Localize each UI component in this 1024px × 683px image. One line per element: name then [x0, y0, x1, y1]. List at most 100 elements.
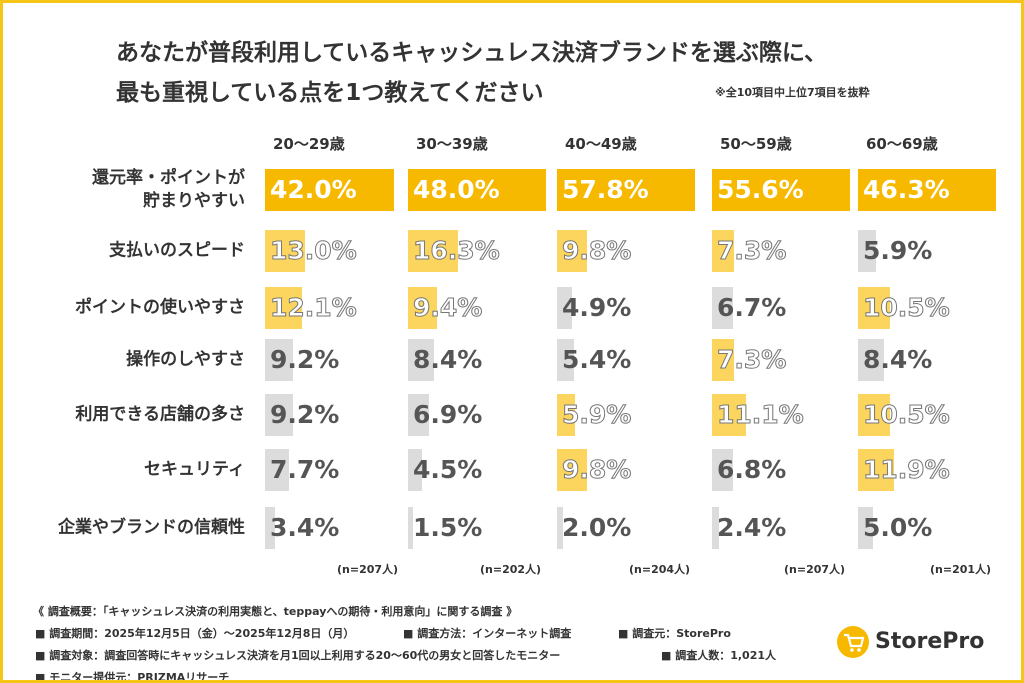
footer-item: ■ モニター提供元：PRIZMAリサーチ: [35, 671, 230, 683]
value-label: 5.9%: [561, 400, 632, 430]
cell: 2.4%: [712, 507, 850, 549]
cell: 5.0%: [858, 507, 996, 549]
value-label: 11.9%: [863, 455, 951, 485]
value-label: 10.5%: [863, 400, 951, 430]
column-header: 20〜29歳: [273, 135, 345, 153]
bar: [265, 394, 294, 436]
value-label: 48.0%: [413, 175, 500, 204]
bar: [858, 169, 996, 211]
bar: [712, 169, 850, 211]
cell: 16.3%: [408, 230, 546, 272]
bar: [265, 507, 276, 549]
value-label: 8.4%: [863, 345, 933, 374]
value-label: 6.8%: [717, 455, 787, 484]
bar: [712, 507, 720, 549]
cell: 8.4%: [408, 339, 546, 381]
bar: [408, 449, 422, 491]
footer-item: ■ 調査対象：調査回答時にキャッシュレス決済を月1回以上利用する20〜60代の男…: [35, 649, 561, 662]
value-label: 13.0%: [270, 236, 358, 266]
bar: [858, 230, 877, 272]
sample-size: (n=201人): [930, 563, 992, 576]
cell: 57.8%: [557, 169, 695, 211]
bar: [265, 230, 305, 272]
cell: 46.3%: [858, 169, 996, 211]
cell: 7.3%: [712, 339, 850, 381]
value-label: 9.2%: [270, 400, 340, 429]
cell: 5.9%: [858, 230, 996, 272]
bar: [712, 230, 735, 272]
bar: [557, 507, 564, 549]
bar: [712, 449, 733, 491]
cell: 10.5%: [858, 287, 996, 329]
sample-size: (n=207人): [784, 563, 846, 576]
bar: [408, 287, 437, 329]
bar: [712, 339, 735, 381]
value-label: 55.6%: [717, 175, 804, 204]
bar: [265, 287, 303, 329]
value-label: 12.1%: [270, 293, 358, 323]
cell: 8.4%: [858, 339, 996, 381]
cell: 7.3%: [712, 230, 850, 272]
value-label: 7.3%: [716, 236, 787, 266]
cell: 55.6%: [712, 169, 850, 211]
cell: 42.0%: [265, 169, 403, 211]
bar: [858, 287, 891, 329]
sample-size: (n=204人): [629, 563, 691, 576]
value-label: 9.2%: [270, 345, 340, 374]
bar: [712, 287, 733, 329]
bar: [557, 230, 588, 272]
bar: [408, 169, 546, 211]
bar: [557, 394, 576, 436]
value-label: 7.7%: [270, 455, 340, 484]
row-label: ポイントの使いやすさ: [75, 297, 245, 318]
cell: 5.9%: [557, 394, 695, 436]
cell: 9.2%: [265, 394, 403, 436]
cell: 11.1%: [712, 394, 850, 436]
value-label: 10.5%: [863, 293, 951, 323]
bar: [557, 449, 588, 491]
value-label: 9.4%: [412, 293, 483, 323]
value-label: 5.4%: [562, 345, 632, 374]
bar: [408, 230, 458, 272]
column-header: 50〜59歳: [720, 135, 792, 153]
value-label: 5.0%: [863, 513, 933, 542]
value-label: 8.4%: [413, 345, 483, 374]
logo-icon: [837, 626, 869, 658]
row-label: セキュリティ: [144, 459, 245, 480]
cell: 4.9%: [557, 287, 695, 329]
title-line: あなたが普段利用しているキャッシュレス決済ブランドを選ぶ際に、: [116, 40, 828, 66]
column-header: 60〜69歳: [866, 135, 938, 153]
footer-item: ■ 調査元：StorePro: [618, 627, 731, 640]
value-label: 16.3%: [413, 236, 501, 266]
value-label: 6.7%: [717, 293, 787, 322]
footer-item: ■ 調査方法：インターネット調査: [403, 627, 572, 640]
bar: [557, 287, 573, 329]
value-label: 6.9%: [413, 400, 483, 429]
value-label: 9.8%: [561, 455, 632, 485]
cell: 13.0%: [265, 230, 403, 272]
bar: [557, 339, 574, 381]
bar: [408, 507, 413, 549]
bar: [265, 449, 289, 491]
sample-size: (n=207人): [337, 563, 399, 576]
cell: 4.5%: [408, 449, 546, 491]
footer-item: ■ 調査人数：1,021人: [661, 649, 777, 662]
bar: [858, 339, 884, 381]
logo-text: StorePro: [875, 629, 985, 654]
row-label: 還元率・ポイントが 貯まりやすい: [92, 168, 245, 211]
row-label: 操作のしやすさ: [126, 349, 245, 370]
value-label: 3.4%: [270, 513, 340, 542]
column-header: 40〜49歳: [565, 135, 637, 153]
cell: 6.9%: [408, 394, 546, 436]
cell: 12.1%: [265, 287, 403, 329]
bar: [557, 169, 695, 211]
footer-title: 《 調査概要：「キャッシュレス決済の利用実態と、teppayへの期待・利用意向」…: [33, 605, 518, 618]
cell: 3.4%: [265, 507, 403, 549]
value-label: 9.8%: [561, 236, 632, 266]
value-label: 46.3%: [863, 175, 950, 204]
cell: 1.5%: [408, 507, 546, 549]
value-label: 42.0%: [270, 175, 357, 204]
cell: 9.8%: [557, 449, 695, 491]
cell: 2.0%: [557, 507, 695, 549]
